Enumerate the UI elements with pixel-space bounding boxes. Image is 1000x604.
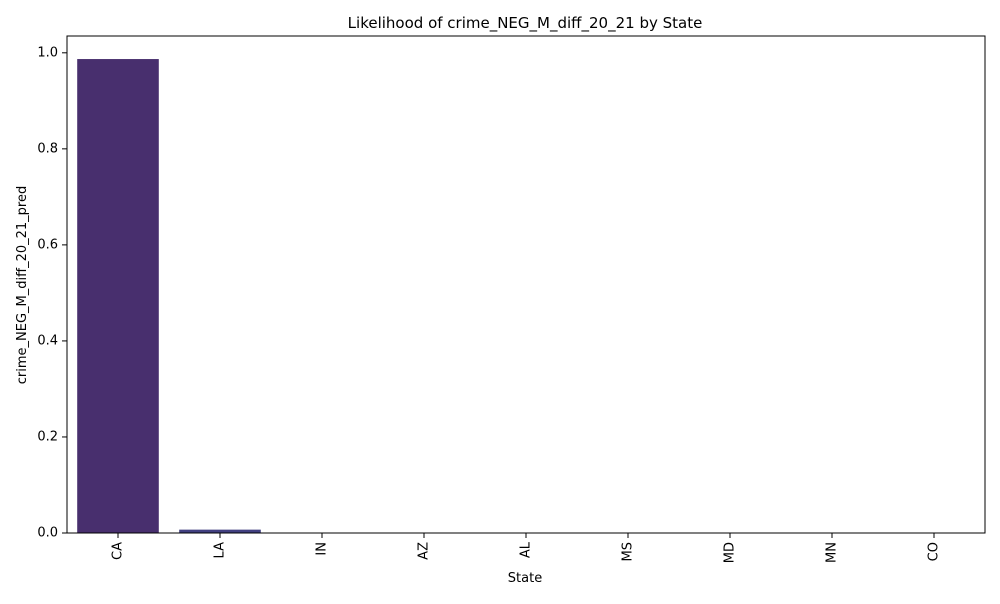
y-tick-label: 0.8 (37, 141, 58, 156)
y-axis-label: crime_NEG_M_diff_20_21_pred (15, 186, 30, 384)
y-tick-label: 0.2 (37, 429, 58, 444)
x-tick-label: AZ (417, 542, 432, 560)
x-tick-label: MS (621, 542, 636, 561)
bar-la (179, 530, 261, 533)
x-tick-label: LA (213, 542, 228, 559)
y-tick-label: 1.0 (37, 45, 58, 60)
x-tick-label: CO (927, 542, 942, 561)
x-tick-label: IN (315, 542, 330, 556)
x-tick-label: AL (519, 541, 534, 558)
bar-ca (77, 59, 159, 533)
x-axis-label: State (508, 571, 542, 586)
x-tick-label: MD (723, 542, 738, 563)
x-tick-label: CA (111, 542, 126, 560)
chart-title: Likelihood of crime_NEG_M_diff_20_21 by … (348, 14, 703, 33)
x-tick-label: MN (825, 542, 840, 563)
y-tick-label: 0.0 (37, 526, 58, 541)
y-tick-label: 0.6 (37, 237, 58, 252)
y-tick-label: 0.4 (37, 333, 58, 348)
